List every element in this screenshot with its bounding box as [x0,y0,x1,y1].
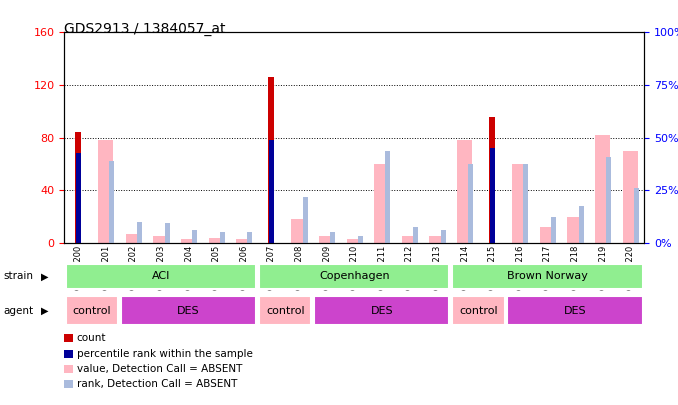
Bar [490,117,496,243]
Bar [220,232,225,243]
Bar [513,164,527,243]
Bar [209,238,224,243]
Bar [402,237,417,243]
Bar [551,217,556,243]
Bar [634,188,639,243]
Text: agent: agent [3,306,33,316]
Bar [259,296,311,326]
Text: ACI: ACI [152,271,170,281]
Text: GDS2913 / 1384057_at: GDS2913 / 1384057_at [64,22,226,36]
Bar [193,230,197,243]
Bar [137,222,142,243]
Text: Brown Norway: Brown Norway [507,271,588,281]
Bar [622,151,638,243]
Bar [165,223,170,243]
Bar [523,164,528,243]
Bar [98,140,113,243]
Bar [76,153,81,243]
Text: percentile rank within the sample: percentile rank within the sample [77,349,252,358]
Bar [429,237,445,243]
Bar [319,237,334,243]
Text: count: count [77,333,106,343]
Text: Copenhagen: Copenhagen [319,271,390,281]
Bar [259,264,450,289]
Bar [358,237,363,243]
Bar [314,296,450,326]
Text: DES: DES [178,306,200,316]
Bar [452,264,643,289]
Bar [490,148,495,243]
Text: control: control [73,306,111,316]
Bar [66,264,256,289]
Bar [507,296,643,326]
Bar [567,217,582,243]
Text: control: control [459,306,498,316]
Bar [268,77,275,243]
Text: strain: strain [3,271,33,281]
Bar [452,296,504,326]
Bar [540,227,555,243]
Bar [302,197,308,243]
Bar [66,296,118,326]
Text: DES: DES [371,306,393,316]
Text: control: control [266,306,304,316]
Text: ▶: ▶ [41,306,48,316]
Text: rank, Detection Call = ABSENT: rank, Detection Call = ABSENT [77,379,237,389]
Bar [386,151,391,243]
Bar [292,220,306,243]
Text: value, Detection Call = ABSENT: value, Detection Call = ABSENT [77,364,242,374]
Bar [374,164,389,243]
Bar [153,237,169,243]
Bar [236,239,252,243]
Bar [181,239,196,243]
Bar [269,140,274,243]
Bar [247,232,252,243]
Bar [75,132,81,243]
Bar [413,227,418,243]
Bar [579,206,584,243]
Text: DES: DES [564,306,586,316]
Bar [330,232,335,243]
Bar [457,140,473,243]
Bar [126,234,141,243]
Bar [121,296,256,326]
Bar [468,164,473,243]
Bar [606,158,612,243]
Text: ▶: ▶ [41,271,48,281]
Bar [109,161,115,243]
Bar [595,135,610,243]
Bar [346,239,362,243]
Bar [441,230,445,243]
